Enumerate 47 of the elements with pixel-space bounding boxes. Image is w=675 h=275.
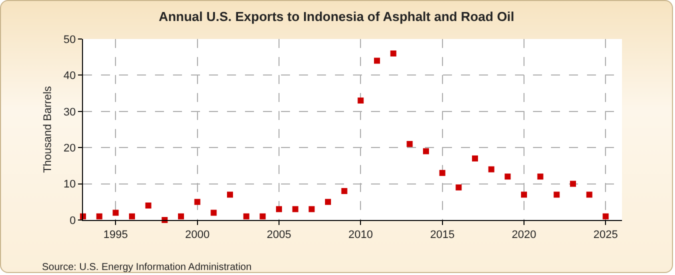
y-tick-label: 0 [70, 214, 76, 227]
point [112, 210, 119, 216]
point [586, 192, 592, 198]
y-tick-label: 10 [64, 178, 76, 191]
chart-title: Annual U.S. Exports to Indonesia of Asphalt and Road Oil [158, 8, 514, 24]
point [554, 192, 560, 198]
point [406, 140, 413, 147]
point [602, 213, 609, 220]
point [570, 180, 576, 187]
point [521, 192, 527, 198]
point [308, 206, 315, 212]
x-tick-label: 2015 [430, 229, 455, 242]
point [145, 202, 152, 209]
y-tick-label: 20 [64, 142, 76, 154]
x-tick-label: 2010 [348, 229, 373, 242]
y-tick-label: 40 [64, 70, 76, 82]
point [537, 174, 544, 180]
x-tick-label: 2000 [185, 229, 210, 242]
x-tick-label: 2025 [593, 229, 618, 242]
point [194, 198, 200, 205]
point [178, 213, 184, 220]
x-tick-label: 2020 [512, 229, 536, 242]
point [390, 50, 396, 56]
point [504, 174, 511, 180]
point [276, 206, 282, 212]
point [456, 184, 462, 190]
point [472, 155, 478, 162]
point [423, 148, 429, 154]
point [129, 213, 135, 220]
point [227, 192, 233, 198]
point [358, 98, 364, 104]
point [341, 188, 348, 194]
point [292, 206, 298, 212]
point [488, 166, 494, 172]
point [325, 198, 331, 205]
point [210, 210, 217, 216]
point [439, 170, 446, 176]
point [96, 213, 102, 220]
y-tick-label: 30 [64, 106, 76, 118]
x-tick-label: 2005 [266, 229, 292, 242]
y-axis-title: Thousand Barrels [42, 86, 54, 173]
point [374, 58, 380, 64]
source-note: Source: U.S. Energy Information Administration [42, 262, 252, 273]
y-tick-label: 50 [64, 34, 76, 46]
x-tick-label: 1995 [103, 229, 128, 242]
point [260, 213, 266, 220]
point [243, 213, 250, 220]
